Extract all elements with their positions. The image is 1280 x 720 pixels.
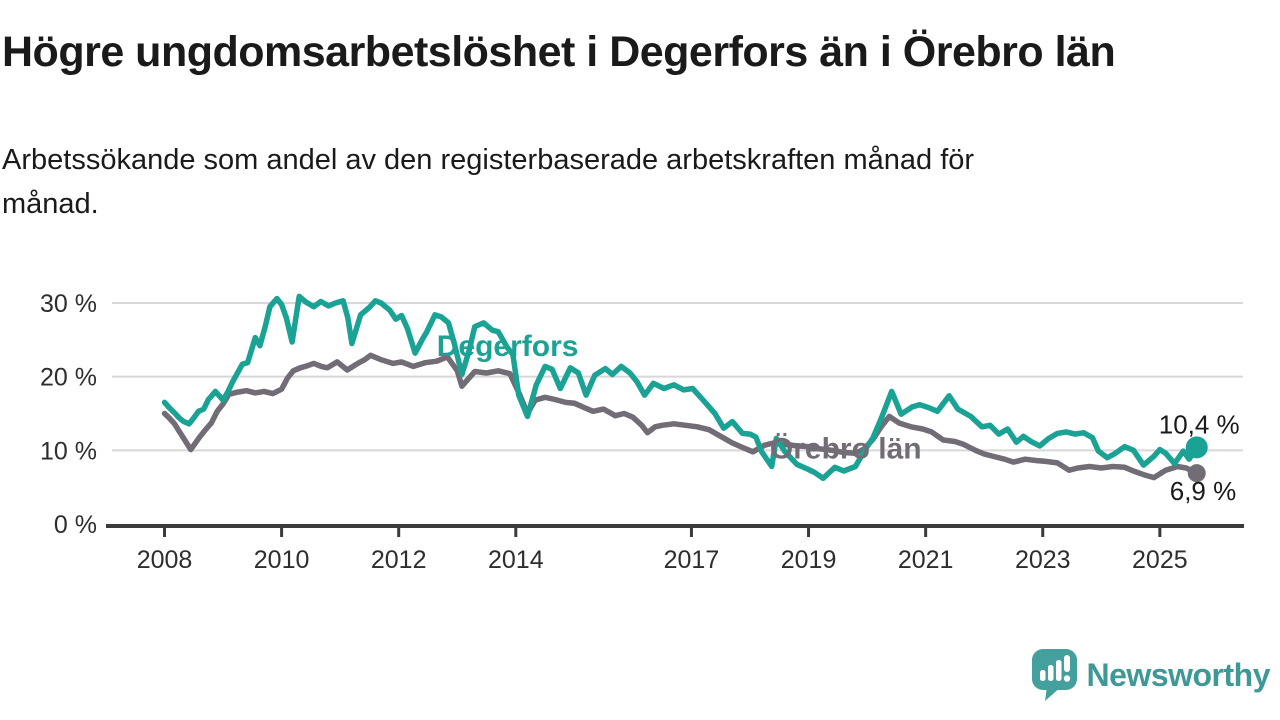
series-label-degerfors: Degerfors	[437, 330, 579, 363]
logo-bar-large	[1055, 660, 1062, 681]
x-tick-label-2008: 2008	[137, 546, 193, 574]
x-tick-label-2025: 2025	[1132, 546, 1188, 574]
x-tick-label-2012: 2012	[371, 546, 427, 574]
series-line-degerfors	[161, 293, 1200, 482]
end-dot-orebro-lan	[1187, 464, 1206, 483]
x-tick-label-2019: 2019	[781, 546, 837, 574]
series-line-orebro-lan	[161, 352, 1200, 481]
chart-subtitle-line-1: Arbetssökande som andel av den registerb…	[2, 144, 975, 176]
logo-exclamation-dot	[1063, 675, 1070, 682]
chart-subtitle: Arbetssökande som andel av den registerb…	[2, 138, 974, 226]
y-tick-label-30: 30 %	[40, 290, 97, 318]
logo-bar-medium	[1047, 665, 1054, 681]
y-tick-label-0: 0 %	[54, 511, 97, 539]
y-tick-label-20: 20 %	[40, 364, 97, 392]
series-label-orebro-lan: Örebro län	[770, 432, 922, 465]
end-value-label-orebro-lan: 6,9 %	[1170, 476, 1237, 506]
logo-bubble-shape	[1031, 649, 1077, 701]
newsworthy-wordmark: Newsworthy	[1086, 656, 1271, 693]
end-value-label-degerfors: 10,4 %	[1159, 409, 1240, 439]
x-tick-label-2014: 2014	[488, 546, 544, 574]
newsworthy-logo-icon	[1031, 649, 1077, 701]
logo-exclamation-bar	[1063, 655, 1070, 672]
x-tick-label-2010: 2010	[254, 546, 310, 574]
end-dot-degerfors	[1185, 436, 1208, 459]
y-tick-label-10: 10 %	[40, 437, 97, 465]
x-tick-label-2017: 2017	[664, 546, 720, 574]
x-tick-label-2021: 2021	[898, 546, 954, 574]
unemployment-line-chart: Degerfors Örebro län 10,4 % 6,9 % 2008 2010 20…	[40, 290, 1244, 574]
chart-title: Högre ungdomsarbetslöshet i Degerfors än…	[2, 28, 1116, 76]
x-tick-label-2023: 2023	[1015, 546, 1071, 574]
chart-subtitle-line-2: månad.	[2, 188, 99, 220]
logo-bar-small	[1039, 670, 1046, 681]
newsworthy-branding: Newsworthy	[1031, 648, 1271, 702]
